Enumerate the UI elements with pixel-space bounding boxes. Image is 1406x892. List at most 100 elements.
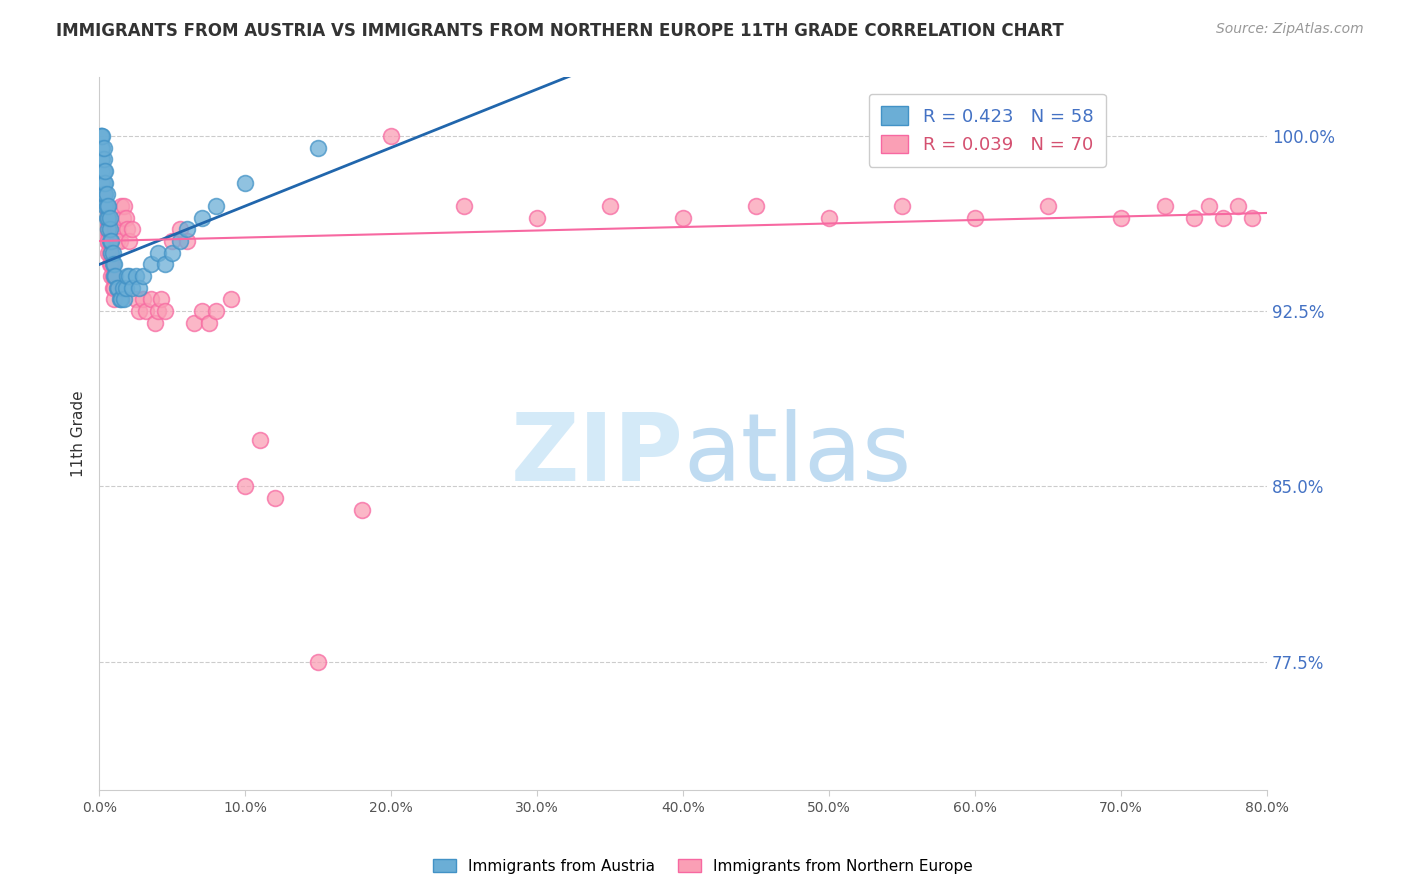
Point	[103, 281, 125, 295]
Point	[1241, 211, 1264, 225]
Point	[100, 257, 122, 271]
Point	[1226, 199, 1249, 213]
Point	[125, 268, 148, 283]
Point	[90, 187, 112, 202]
Point	[107, 281, 129, 295]
Point	[112, 199, 135, 213]
Point	[176, 234, 198, 248]
Point	[1109, 211, 1132, 225]
Point	[103, 268, 125, 283]
Point	[162, 245, 184, 260]
Point	[526, 211, 548, 225]
Point	[219, 293, 242, 307]
Text: ZIP: ZIP	[510, 409, 683, 501]
Point	[96, 199, 118, 213]
Point	[101, 281, 124, 295]
Point	[1212, 211, 1234, 225]
Point	[100, 234, 122, 248]
Point	[93, 187, 115, 202]
Point	[307, 140, 329, 154]
Point	[115, 222, 138, 236]
Point	[125, 293, 148, 307]
Point	[115, 268, 138, 283]
Point	[94, 187, 117, 202]
Point	[1153, 199, 1175, 213]
Point	[91, 153, 114, 167]
Point	[90, 128, 112, 143]
Point	[107, 222, 129, 236]
Text: atlas: atlas	[683, 409, 911, 501]
Point	[96, 187, 118, 202]
Point	[132, 293, 155, 307]
Point	[103, 293, 125, 307]
Point	[205, 304, 228, 318]
Point	[110, 199, 132, 213]
Point	[96, 234, 118, 248]
Point	[128, 304, 150, 318]
Point	[103, 257, 125, 271]
Point	[143, 316, 166, 330]
Point	[98, 234, 121, 248]
Point	[963, 211, 986, 225]
Point	[891, 199, 914, 213]
Point	[90, 153, 112, 167]
Point	[139, 293, 162, 307]
Point	[96, 211, 118, 225]
Point	[93, 140, 115, 154]
Point	[97, 211, 120, 225]
Point	[249, 433, 271, 447]
Point	[153, 304, 176, 318]
Point	[108, 293, 131, 307]
Point	[453, 199, 475, 213]
Point	[121, 281, 143, 295]
Point	[146, 304, 169, 318]
Point	[101, 257, 124, 271]
Point	[1182, 211, 1205, 225]
Point	[91, 164, 114, 178]
Point	[90, 176, 112, 190]
Point	[97, 222, 120, 236]
Text: IMMIGRANTS FROM AUSTRIA VS IMMIGRANTS FROM NORTHERN EUROPE 11TH GRADE CORRELATIO: IMMIGRANTS FROM AUSTRIA VS IMMIGRANTS FR…	[56, 22, 1064, 40]
Point	[94, 222, 117, 236]
Point	[352, 502, 374, 516]
Point	[91, 199, 114, 213]
Point	[100, 245, 122, 260]
Point	[183, 316, 205, 330]
Point	[94, 199, 117, 213]
Point	[117, 268, 139, 283]
Point	[117, 234, 139, 248]
Point	[96, 222, 118, 236]
Point	[745, 199, 768, 213]
Point	[93, 176, 115, 190]
Point	[101, 268, 124, 283]
Point	[91, 176, 114, 190]
Point	[110, 293, 132, 307]
Point	[93, 199, 115, 213]
Point	[94, 176, 117, 190]
Point	[97, 245, 120, 260]
Y-axis label: 11th Grade: 11th Grade	[72, 391, 86, 477]
Point	[169, 222, 191, 236]
Point	[91, 187, 114, 202]
Point	[111, 211, 134, 225]
Point	[1198, 199, 1220, 213]
Point	[97, 234, 120, 248]
Point	[190, 304, 212, 318]
Point	[98, 211, 121, 225]
Point	[105, 234, 128, 248]
Point	[139, 257, 162, 271]
Point	[818, 211, 841, 225]
Point	[100, 268, 122, 283]
Point	[307, 655, 329, 669]
Point	[121, 222, 143, 236]
Point	[98, 245, 121, 260]
Point	[263, 491, 285, 505]
Point	[105, 281, 128, 295]
Point	[93, 211, 115, 225]
Point	[132, 268, 155, 283]
Legend: Immigrants from Austria, Immigrants from Northern Europe: Immigrants from Austria, Immigrants from…	[427, 853, 979, 880]
Point	[599, 199, 621, 213]
Point	[149, 293, 172, 307]
Point	[135, 304, 157, 318]
Point	[176, 222, 198, 236]
